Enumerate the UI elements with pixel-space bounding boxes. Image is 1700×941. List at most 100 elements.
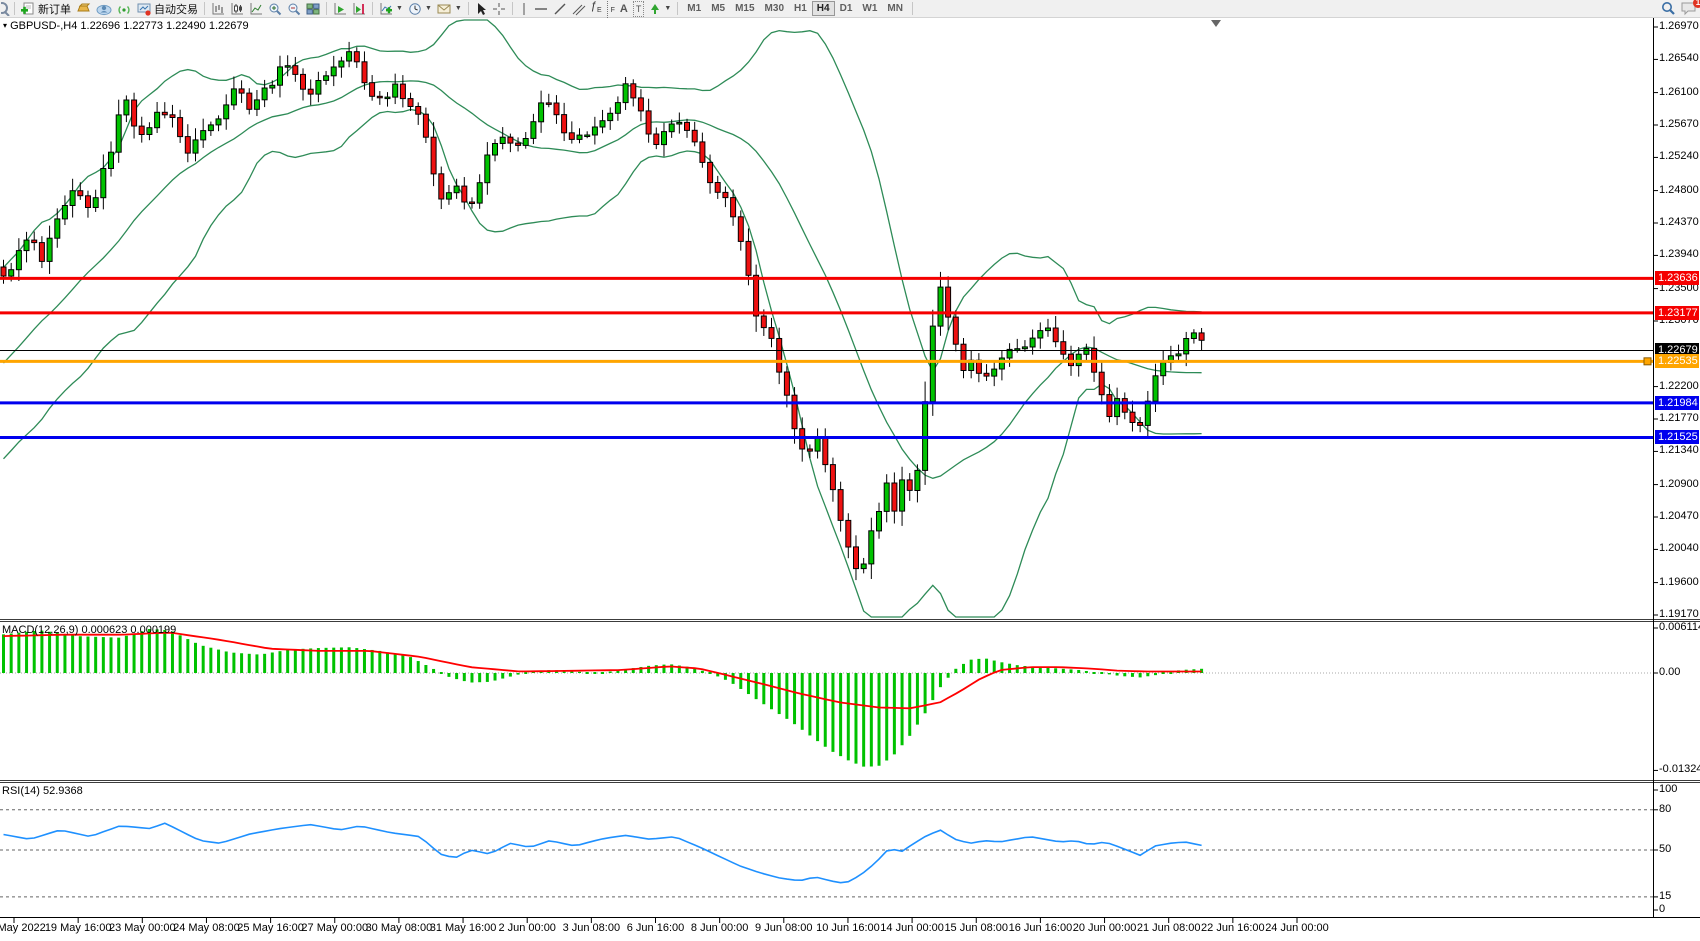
text-label-button[interactable]: T	[631, 0, 647, 17]
dropdown-caret: ▼	[396, 5, 403, 12]
candle-body	[161, 111, 168, 116]
candle-body	[461, 185, 468, 203]
candle-body	[906, 479, 913, 491]
arrows-button[interactable]: ▼	[647, 1, 673, 17]
candle-body	[15, 250, 22, 271]
timeframe-button-H1[interactable]: H1	[794, 3, 807, 14]
candle-body	[100, 168, 107, 199]
candle-body	[806, 448, 813, 452]
cursor-icon	[477, 2, 486, 15]
bar-chart-button[interactable]	[209, 1, 227, 17]
candlestick-chart-icon	[231, 2, 243, 14]
candle-body	[346, 51, 353, 62]
deposit-button[interactable]	[74, 1, 93, 17]
candle-body	[1052, 327, 1059, 343]
new-order-icon	[21, 2, 34, 14]
candle-body	[445, 192, 452, 200]
zoom-in-button[interactable]	[266, 1, 284, 17]
candle-body	[484, 154, 491, 184]
candle-body	[522, 138, 529, 146]
autotrading-button[interactable]: 自动交易	[135, 1, 200, 17]
candle-body	[614, 102, 621, 114]
candle-body	[1175, 353, 1182, 357]
template-envelope-icon	[437, 4, 451, 13]
cycle-lines-icon: F	[606, 0, 615, 19]
timeframe-button-D1[interactable]: D1	[839, 3, 853, 14]
tile-windows-button[interactable]	[304, 1, 322, 17]
indicators-button[interactable]: ▼	[377, 1, 405, 17]
candle-body	[1098, 371, 1105, 396]
periods-button[interactable]: ▼	[406, 1, 434, 17]
fibonacci-icon: ƒE	[590, 0, 602, 15]
text-button[interactable]: A	[618, 1, 630, 17]
candle-body	[223, 104, 230, 120]
fibonacci-button[interactable]: ƒE	[589, 0, 604, 17]
candle-body	[453, 185, 460, 194]
candle-body	[492, 143, 498, 156]
signals-icon	[118, 5, 130, 14]
zoom-out-button[interactable]	[285, 1, 303, 17]
chart-shift-icon	[353, 2, 365, 14]
candle-body	[300, 73, 306, 90]
candle-body	[983, 372, 990, 377]
candle-body	[123, 99, 130, 116]
candle-body	[200, 130, 207, 141]
templates-button[interactable]: ▼	[435, 1, 464, 17]
timeframe-button-M15[interactable]: M15	[735, 3, 755, 14]
horizontal-line-button[interactable]	[532, 1, 550, 17]
notifications-button[interactable]: 1	[1679, 0, 1700, 17]
dropdown-caret: ▼	[454, 5, 462, 12]
community-button[interactable]	[94, 1, 114, 17]
candle-body	[929, 325, 936, 403]
candle-body	[1021, 346, 1028, 350]
candle-body	[530, 121, 537, 139]
timeframe-button-M1[interactable]: M1	[687, 3, 702, 14]
crosshair-button[interactable]	[490, 1, 508, 17]
chart-shift-marker[interactable]	[1211, 20, 1221, 27]
timeframe-button-H4[interactable]: H4	[811, 1, 835, 16]
timeframe-button-MN[interactable]: MN	[887, 3, 903, 14]
candle-body	[230, 88, 237, 106]
candle-body	[422, 113, 429, 138]
candle-body	[269, 84, 276, 89]
candle-body	[361, 61, 368, 84]
hline-selection-handle[interactable]	[1643, 357, 1652, 366]
candle-body	[960, 343, 967, 372]
candle-body	[791, 394, 798, 430]
candle-body	[77, 190, 84, 197]
new-order-button[interactable]: 新订单	[19, 1, 73, 17]
signals-button[interactable]	[115, 1, 134, 17]
candle-body	[338, 60, 345, 68]
clipped-toolbar-icon	[1, 1, 10, 16]
line-chart-button[interactable]	[247, 1, 265, 17]
auto-scroll-button[interactable]	[331, 1, 349, 17]
candle-body	[1114, 398, 1121, 418]
cycle-lines-button[interactable]: F	[605, 0, 617, 19]
candle-body	[991, 368, 998, 377]
candle-body	[684, 121, 690, 131]
vertical-line-button[interactable]	[517, 1, 531, 17]
candle-body	[438, 173, 445, 200]
chart-shift-button[interactable]	[350, 1, 368, 17]
timeframe-group: M1 M5 M15 M30 H1 H4 D1 W1 MN	[682, 1, 908, 16]
rsi-line	[3, 822, 1202, 884]
candle-body	[1129, 411, 1136, 424]
zoom-out-icon	[288, 3, 301, 15]
candle-body	[154, 111, 161, 129]
candle-body	[883, 482, 890, 512]
search-button[interactable]	[1659, 1, 1678, 17]
candlestick-chart-button[interactable]	[228, 1, 246, 17]
timeframe-button-W1[interactable]: W1	[862, 3, 878, 14]
trendline-button[interactable]	[551, 1, 569, 17]
candle-body	[699, 141, 706, 163]
cursor-button[interactable]	[473, 1, 489, 17]
channel-button[interactable]	[570, 1, 588, 17]
timeframe-button-M30[interactable]: M30	[764, 3, 784, 14]
timeframe-button-M5[interactable]: M5	[711, 3, 726, 14]
candle-body	[23, 239, 30, 252]
autotrading-label: 自动交易	[154, 3, 198, 16]
candle-body	[668, 123, 675, 133]
line-chart-icon	[250, 2, 262, 14]
